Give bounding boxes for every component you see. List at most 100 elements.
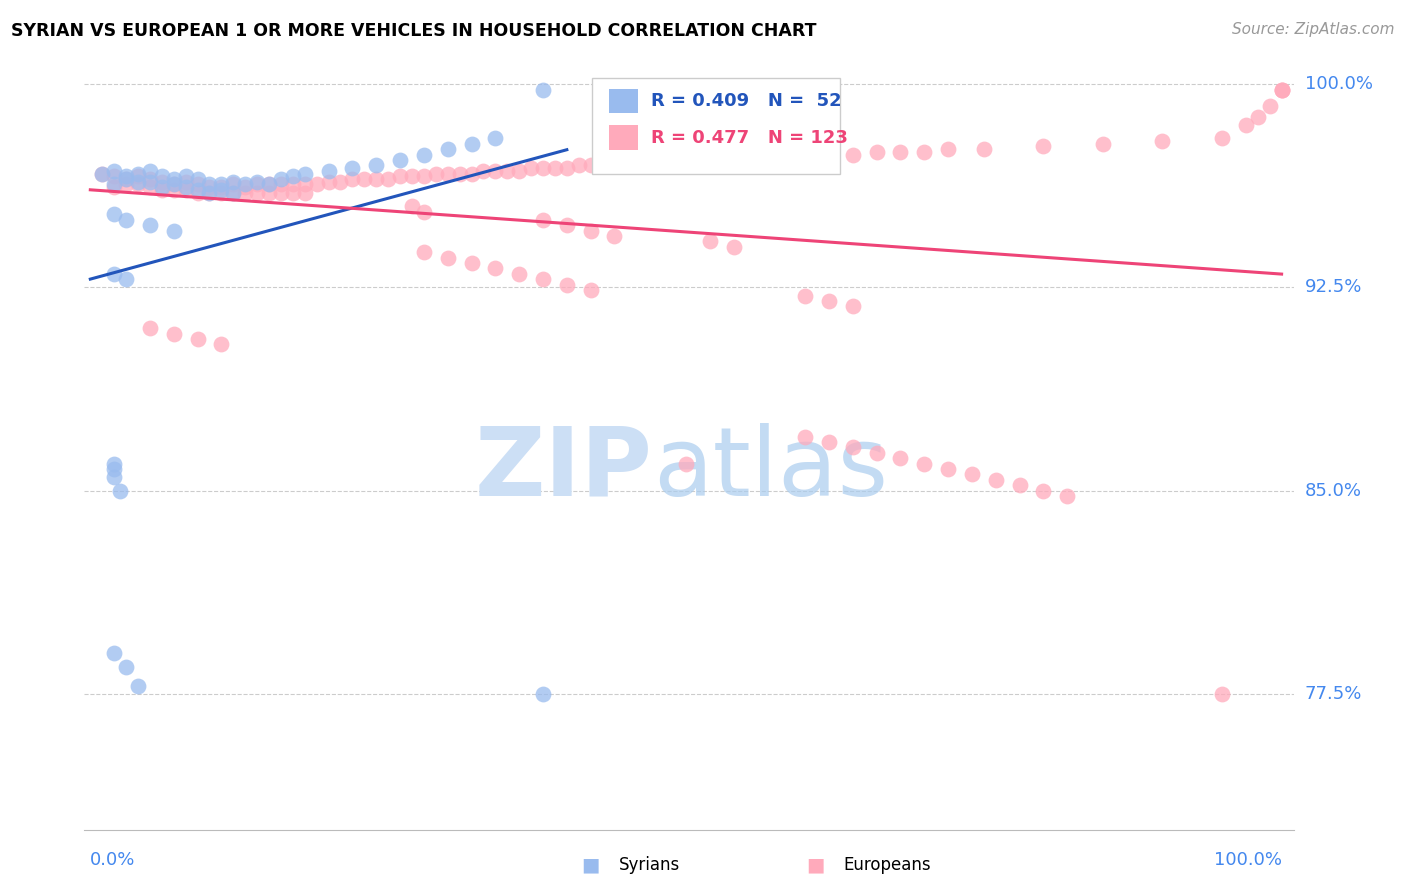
- Point: [842, 147, 865, 161]
- Point: [103, 180, 125, 194]
- Point: [103, 207, 125, 221]
- Point: [531, 272, 554, 286]
- Point: [222, 186, 245, 200]
- Point: [1211, 687, 1233, 701]
- Point: [1032, 483, 1054, 498]
- Point: [91, 167, 114, 181]
- Point: [186, 186, 208, 200]
- Point: [579, 283, 602, 297]
- Point: [484, 261, 506, 276]
- Point: [150, 183, 173, 197]
- Point: [246, 178, 269, 192]
- Point: [294, 186, 316, 200]
- Point: [270, 172, 292, 186]
- Point: [460, 167, 482, 181]
- Point: [281, 186, 304, 200]
- Text: atlas: atlas: [652, 423, 887, 516]
- Point: [198, 186, 221, 200]
- Point: [103, 169, 125, 184]
- Point: [233, 186, 256, 200]
- Point: [163, 183, 186, 197]
- Point: [818, 434, 841, 449]
- Point: [163, 326, 186, 341]
- Point: [401, 199, 423, 213]
- Point: [555, 161, 578, 176]
- Point: [115, 660, 138, 674]
- Point: [115, 212, 138, 227]
- Point: [568, 158, 591, 172]
- Point: [257, 178, 280, 192]
- Point: [436, 167, 458, 181]
- Point: [936, 462, 959, 476]
- Point: [377, 172, 399, 186]
- Point: [460, 256, 482, 270]
- Point: [555, 218, 578, 232]
- Point: [1234, 118, 1257, 132]
- Point: [865, 145, 887, 159]
- Point: [127, 175, 149, 189]
- Point: [115, 169, 138, 184]
- Text: 92.5%: 92.5%: [1305, 278, 1362, 296]
- Point: [1271, 82, 1294, 96]
- Point: [366, 172, 388, 186]
- Point: [449, 167, 471, 181]
- Point: [174, 183, 197, 197]
- Point: [912, 145, 935, 159]
- Point: [150, 169, 173, 184]
- Point: [103, 470, 125, 484]
- Text: SYRIAN VS EUROPEAN 1 OR MORE VEHICLES IN HOUSEHOLD CORRELATION CHART: SYRIAN VS EUROPEAN 1 OR MORE VEHICLES IN…: [11, 22, 817, 40]
- Point: [163, 172, 186, 186]
- Point: [794, 429, 817, 443]
- Point: [1091, 136, 1114, 151]
- Point: [699, 153, 721, 167]
- Point: [1258, 99, 1281, 113]
- Point: [127, 679, 149, 693]
- Point: [139, 172, 162, 186]
- Point: [675, 457, 697, 471]
- Point: [233, 178, 256, 192]
- Point: [747, 153, 769, 167]
- Point: [412, 204, 434, 219]
- Point: [186, 183, 208, 197]
- Point: [520, 161, 543, 176]
- Point: [723, 153, 745, 167]
- Point: [496, 164, 519, 178]
- Point: [603, 228, 626, 243]
- Point: [1032, 139, 1054, 153]
- Point: [139, 180, 162, 194]
- Point: [531, 687, 554, 701]
- Point: [508, 164, 530, 178]
- Point: [1247, 110, 1270, 124]
- Point: [281, 178, 304, 192]
- Point: [246, 186, 269, 200]
- Point: [209, 337, 232, 351]
- Text: R = 0.409   N =  52: R = 0.409 N = 52: [651, 92, 842, 110]
- Point: [699, 235, 721, 249]
- Point: [139, 218, 162, 232]
- Point: [531, 161, 554, 176]
- Point: [91, 167, 114, 181]
- Point: [222, 186, 245, 200]
- Point: [127, 169, 149, 184]
- Point: [412, 169, 434, 184]
- Point: [186, 178, 208, 192]
- Point: [222, 175, 245, 189]
- Point: [318, 164, 340, 178]
- Point: [257, 178, 280, 192]
- Point: [115, 178, 138, 192]
- Point: [936, 142, 959, 156]
- Point: [1056, 489, 1078, 503]
- Point: [1211, 131, 1233, 145]
- Point: [342, 172, 364, 186]
- Point: [174, 180, 197, 194]
- Point: [531, 82, 554, 96]
- Point: [723, 240, 745, 254]
- Point: [103, 462, 125, 476]
- Point: [460, 136, 482, 151]
- Point: [163, 178, 186, 192]
- Text: ■: ■: [806, 855, 825, 875]
- Point: [592, 158, 614, 172]
- Text: R = 0.477   N = 123: R = 0.477 N = 123: [651, 128, 848, 146]
- Text: 100.0%: 100.0%: [1305, 75, 1372, 93]
- Point: [139, 175, 162, 189]
